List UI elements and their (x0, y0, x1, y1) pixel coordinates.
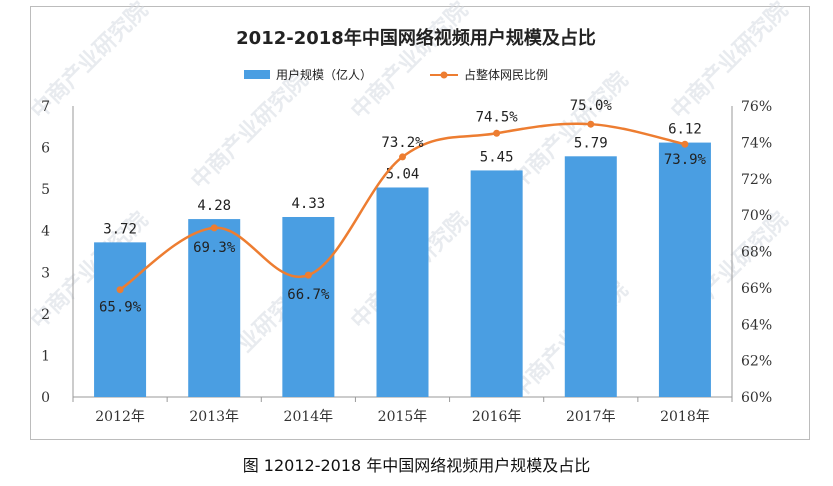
bar-value-label: 5.79 (574, 135, 608, 151)
line-value-label: 66.7% (287, 287, 330, 303)
watermark-text: 中商产业研究院 (186, 67, 313, 194)
line-value-label: 69.3% (193, 240, 236, 256)
y-right-tick-label: 70% (741, 208, 772, 224)
legend-bar-label: 用户规模（亿人） (276, 67, 372, 82)
x-tick-label: 2018年 (660, 409, 710, 425)
bar-value-label: 5.04 (386, 166, 420, 182)
bar-user-scale (94, 242, 147, 397)
line-value-label: 74.5% (476, 109, 519, 125)
y-right-tick-label: 72% (741, 172, 772, 188)
y-left-tick-label: 4 (41, 224, 50, 240)
line-value-label: 65.9% (99, 300, 142, 316)
y-left-tick-label: 5 (41, 182, 50, 198)
x-tick-label: 2017年 (566, 409, 616, 425)
y-right-tick-label: 60% (741, 390, 772, 406)
bar-value-label: 3.72 (103, 221, 137, 237)
line-point (587, 120, 595, 128)
bar-user-scale (658, 142, 711, 397)
line-value-label: 73.2% (381, 135, 424, 151)
bar-value-label: 5.45 (480, 149, 514, 165)
y-right-tick-label: 76% (741, 99, 772, 115)
x-tick-label: 2012年 (95, 409, 145, 425)
x-tick-label: 2013年 (189, 409, 239, 425)
bar-value-label: 6.12 (668, 122, 702, 138)
bar-user-scale (188, 219, 241, 397)
watermark-text: 中商产业研究院 (666, 0, 793, 124)
bar-user-scale (564, 156, 617, 397)
bar-user-scale (376, 187, 429, 397)
figure-caption: 图 12012-2018 年中国网络视频用户规模及占比 (242, 456, 591, 475)
bar-user-scale (282, 216, 335, 397)
y-right-tick-label: 64% (741, 317, 772, 333)
y-right-tick-label: 66% (741, 281, 772, 297)
legend-line-marker (440, 71, 448, 79)
x-tick-label: 2014年 (284, 409, 334, 425)
y-left-tick-label: 7 (41, 99, 50, 115)
x-tick-label: 2016年 (472, 409, 522, 425)
bar-user-scale (470, 170, 523, 397)
x-tick-label: 2015年 (378, 409, 428, 425)
line-value-label: 75.0% (570, 98, 613, 114)
chart-title: 2012-2018年中国网络视频用户规模及占比 (236, 27, 596, 49)
line-point (493, 129, 501, 137)
line-point (399, 153, 406, 161)
y-left-tick-label: 2 (41, 307, 50, 323)
y-left-tick-label: 0 (41, 390, 50, 406)
line-value-label: 73.9% (664, 152, 707, 168)
legend-bar-swatch (244, 70, 270, 79)
y-right-tick-label: 74% (741, 135, 772, 151)
y-right-tick-label: 62% (741, 354, 772, 370)
y-right-tick-label: 68% (741, 245, 772, 261)
y-left-tick-label: 3 (41, 265, 50, 281)
y-left-tick-label: 1 (41, 348, 50, 364)
bar-value-label: 4.33 (291, 196, 325, 212)
watermark-text: 中商产业研究院 (346, 0, 473, 124)
legend-line-label: 占整体网民比例 (464, 67, 548, 82)
line-point (681, 140, 689, 148)
line-point (210, 224, 218, 232)
y-left-tick-label: 6 (41, 141, 50, 157)
line-point (116, 286, 124, 294)
line-point (304, 271, 312, 279)
bar-value-label: 4.28 (197, 198, 231, 214)
